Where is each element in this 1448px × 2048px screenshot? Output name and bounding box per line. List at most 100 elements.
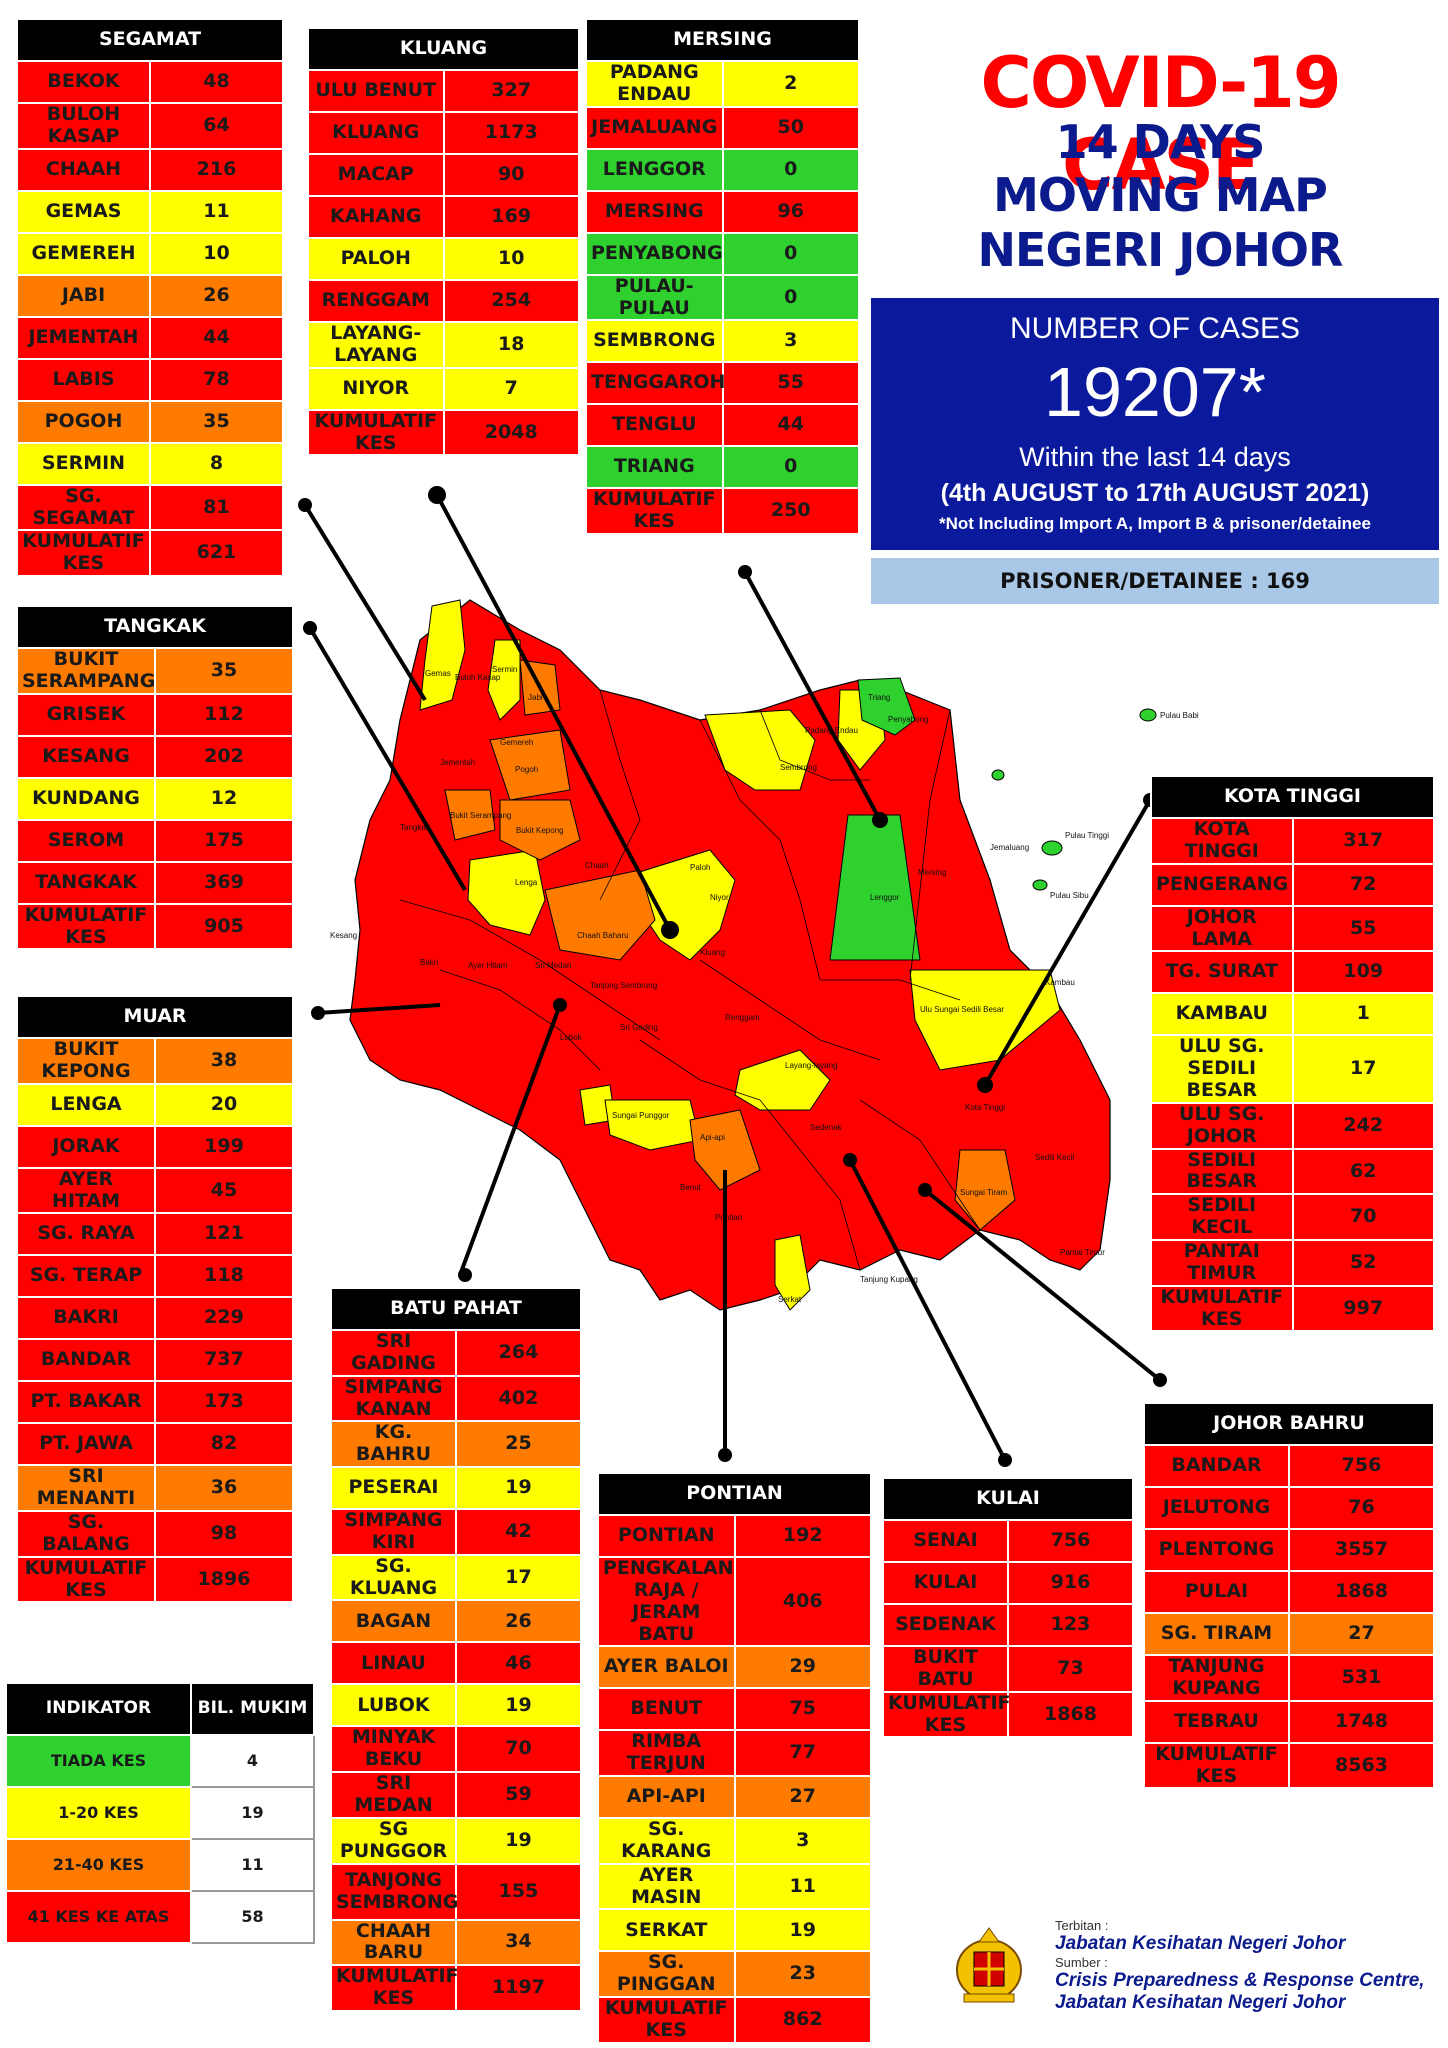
map-label: Kesang [330, 931, 357, 940]
mukim-row: TENGGAROH 55 [585, 361, 860, 406]
map-label: Sri Medan [535, 961, 571, 970]
island-pulau-babi [1139, 708, 1157, 722]
mukim-row: BUKIT SERAMPANG 35 [16, 647, 294, 695]
cumulative-label: KUMULATIF KES [597, 1996, 736, 2044]
mukim-cases: 406 [733, 1555, 872, 1648]
mukim-cases: 81 [149, 483, 284, 532]
legend-row: TIADA KES 4 [5, 1734, 315, 1788]
district-table-johor-bahru: JOHOR BAHRU BANDAR 756 JELUTONG 76 PLENTONG 35… [1143, 1402, 1435, 1790]
mukim-name: SRI MENANTI [16, 1464, 156, 1513]
mukim-cases: 3 [721, 319, 860, 364]
district-table-kulai: KULAI SENAI 756 KULAI 916 SEDENAK 123 BUKIT BAT… [882, 1477, 1134, 1739]
mukim-name: BUKIT SERAMPANG [16, 647, 156, 695]
cumulative-label: KUMULATIF KES [882, 1690, 1011, 1739]
mukim-row: ULU SG. JOHOR 242 [1150, 1101, 1435, 1150]
mukim-cases: 317 [1291, 817, 1435, 865]
mukim-name: CHAAH [16, 147, 151, 192]
pointer-lines [303, 494, 1162, 1461]
mukim-row: KULAI 916 [882, 1561, 1134, 1605]
region-api-api [689, 1109, 761, 1191]
district-table-pontian: PONTIAN PONTIAN 192 PENGKALAN RAJA / JERAM … [597, 1472, 872, 2044]
mukim-row: AYER BALOI 29 [597, 1645, 872, 1690]
mukim-row: AYER MASIN 11 [597, 1862, 872, 1911]
district-table-segamat: SEGAMAT BEKOK 48 BULOH KASAP 64 CHAAH 216 GEMAS… [16, 18, 284, 578]
mukim-name: ULU BENUT [307, 69, 445, 113]
map-label: Benut [680, 1183, 702, 1192]
map-label: Chaah [585, 861, 609, 870]
mukim-row: RIMBA TERJUN 77 [597, 1729, 872, 1778]
district-title: TANGKAK [16, 605, 294, 649]
mukim-cases: 19 [455, 1816, 582, 1865]
mukim-row: SERKAT 19 [597, 1908, 872, 1953]
mukim-name: BAGAN [330, 1599, 457, 1644]
legend-count: 58 [190, 1890, 315, 1944]
mukim-row: JABI 26 [16, 273, 284, 318]
map-label: Pulau Babi [1160, 711, 1199, 720]
mukim-row: API-API 27 [597, 1775, 872, 1820]
cumulative-total: 1197 [455, 1964, 582, 2012]
island-pulau-tinggi [1041, 840, 1063, 856]
cumulative-row: KUMULATIF KES 621 [16, 529, 284, 578]
mukim-cases: 17 [1291, 1034, 1435, 1104]
mukim-cases: 19 [455, 1683, 582, 1728]
cumulative-row: KUMULATIF KES 862 [597, 1996, 872, 2044]
mukim-cases: 45 [154, 1166, 294, 1215]
mukim-name: BUKIT KEPONG [16, 1037, 156, 1085]
mukim-cases: 121 [154, 1212, 294, 1257]
mukim-row: BAGAN 26 [330, 1599, 582, 1644]
cumulative-total: 1868 [1007, 1690, 1134, 1739]
legend-header-indikator: INDIKATOR [5, 1682, 192, 1736]
mukim-cases: 8 [149, 441, 284, 486]
mukim-row: PULAI 1868 [1143, 1570, 1435, 1614]
cases-note: *Not Including Import A, Import B & pris… [939, 514, 1371, 533]
region-bukit-serampang [444, 789, 496, 841]
mukim-row: KESANG 202 [16, 734, 294, 779]
mukim-cases: 18 [442, 321, 580, 369]
map-label: Tanjung Kupang [860, 1275, 918, 1284]
mukim-cases: 12 [154, 776, 294, 821]
mukim-name: SG. TIRAM [1143, 1612, 1290, 1656]
map-label: Layang-layang [785, 1061, 837, 1070]
mukim-cases: 1748 [1288, 1699, 1435, 1744]
mukim-name: SIMPANG KANAN [330, 1374, 457, 1423]
mukim-row: SG PUNGGOR 19 [330, 1816, 582, 1865]
mukim-name: SG. BALANG [16, 1510, 156, 1558]
map-label: Api-api [700, 1133, 725, 1142]
mukim-cases: 737 [154, 1338, 294, 1383]
cumulative-row: KUMULATIF KES 1868 [882, 1690, 1134, 1739]
mukim-name: BENUT [597, 1687, 736, 1732]
district-title: MERSING [585, 18, 860, 62]
mukim-cases: 112 [154, 692, 294, 737]
mukim-cases: 916 [1007, 1561, 1134, 1605]
mukim-row: KUNDANG 12 [16, 776, 294, 821]
mukim-name: LUBOK [330, 1683, 457, 1728]
mukim-name: SIMPANG KIRI [330, 1508, 457, 1556]
mukim-cases: 42 [455, 1508, 582, 1556]
legend-label: 1-20 KES [5, 1786, 192, 1840]
mukim-row: BULOH KASAP 64 [16, 102, 284, 150]
mukim-cases: 202 [154, 734, 294, 779]
cumulative-total: 250 [721, 487, 860, 536]
mukim-row: NIYOR 7 [307, 366, 580, 411]
mukim-name: GEMEREH [16, 231, 151, 276]
legend-label: 21-40 KES [5, 1838, 192, 1892]
mukim-row: TANJUNG KUPANG 531 [1143, 1654, 1435, 1702]
cumulative-label: KUMULATIF KES [1143, 1741, 1290, 1790]
mukim-name: PALOH [307, 237, 445, 281]
mukim-row: SEMBRONG 3 [585, 319, 860, 364]
map-label: Ulu Sungai Sedili Besar [920, 1005, 1004, 1014]
mukim-name: TENGLU [585, 403, 724, 448]
island-pulau-sibu [1032, 879, 1048, 891]
mukim-row: PT. JAWA 82 [16, 1422, 294, 1467]
mukim-row: SG. KLUANG 17 [330, 1553, 582, 1602]
mukim-name: SEDENAK [882, 1603, 1009, 1647]
map-label: Bakri [420, 958, 438, 967]
mukim-row: PENYABONG 0 [585, 231, 860, 276]
mukim-name: SRI MEDAN [330, 1771, 457, 1819]
mukim-row: JELUTONG 76 [1143, 1486, 1435, 1530]
legend-label: 41 KES KE ATAS [5, 1890, 192, 1944]
cumulative-total: 997 [1291, 1284, 1435, 1333]
cumulative-row: KUMULATIF KES 1197 [330, 1964, 582, 2012]
cumulative-total: 862 [733, 1996, 872, 2044]
mukim-name: API-API [597, 1775, 736, 1820]
